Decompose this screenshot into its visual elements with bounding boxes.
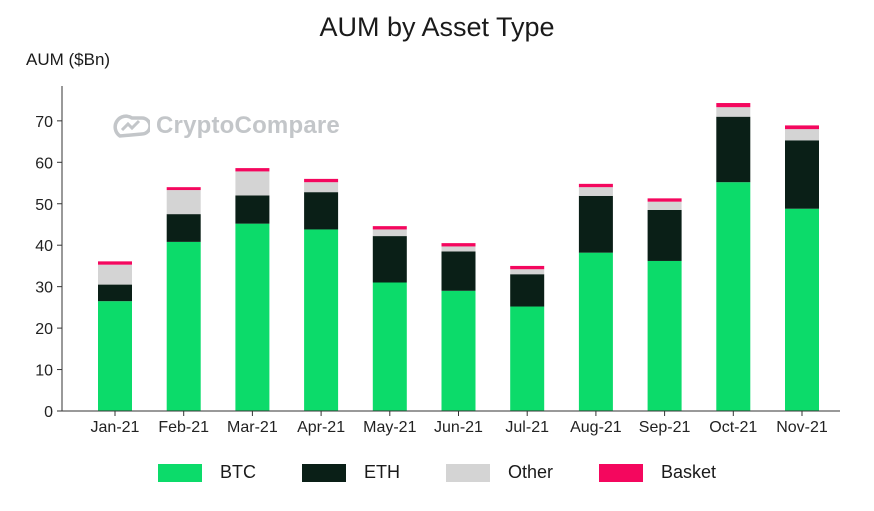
legend-swatch (445, 463, 490, 482)
bar-btc-jan-21 (98, 301, 132, 411)
bar-basket-aug-21 (578, 183, 613, 188)
y-tick-label: 30 (35, 280, 53, 297)
bar-eth-nov-21 (785, 140, 819, 209)
bar-btc-may-21 (372, 282, 407, 411)
legend-label: ETH (363, 462, 400, 482)
x-tick-label: Jan-21 (91, 419, 140, 436)
bar-basket-jul-21 (510, 265, 545, 270)
y-tick-label: 70 (35, 114, 53, 131)
bar-eth-may-21 (372, 236, 407, 283)
bar-basket-apr-21 (304, 178, 339, 183)
x-tick-label: Jun-21 (434, 419, 483, 436)
chart-title: AUM by Asset Type (319, 12, 555, 42)
chart-plot: 0 10 20 30 40 50 60 70 Jan-21 Feb-21 Mar-21 Apr-21 M… (35, 86, 840, 436)
y-axis-label: AUM ($Bn) (26, 50, 111, 69)
legend-item-other: Other (445, 462, 553, 483)
bar-basket-oct-21 (716, 103, 751, 108)
x-tick-label: Feb-21 (158, 419, 209, 436)
x-tick-label: Sep-21 (639, 419, 691, 436)
bar-eth-jun-21 (441, 251, 476, 291)
bar-other-oct-21 (716, 107, 751, 117)
bar-btc-jul-21 (510, 306, 545, 411)
bar-eth-mar-21 (235, 195, 270, 224)
y-tick-label: 0 (44, 404, 53, 421)
y-tick-label: 20 (35, 321, 53, 338)
bar-btc-jun-21 (441, 290, 476, 411)
bar-other-jan-21 (98, 264, 132, 285)
bar-other-feb-21 (166, 190, 201, 215)
bar-other-apr-21 (304, 182, 339, 193)
bar-basket-nov-21 (785, 125, 819, 130)
bar-btc-aug-21 (578, 252, 613, 411)
legend-swatch (157, 463, 202, 482)
legend-label: Basket (661, 462, 717, 482)
watermark: CryptoCompare (112, 112, 340, 140)
bar-basket-jun-21 (441, 243, 476, 247)
y-tick-label: 10 (35, 363, 53, 380)
bar-basket-sep-21 (647, 198, 682, 202)
x-tick-label: May-21 (363, 419, 416, 436)
watermark-text: CryptoCompare (156, 112, 340, 139)
legend-swatch (301, 463, 346, 482)
bar-btc-mar-21 (235, 223, 270, 411)
bar-eth-aug-21 (578, 195, 613, 253)
bar-basket-feb-21 (166, 187, 201, 191)
bar-btc-apr-21 (304, 229, 339, 411)
x-tick-label: Jul-21 (505, 419, 549, 436)
bar-btc-feb-21 (166, 241, 201, 411)
bar-eth-oct-21 (716, 116, 751, 183)
y-tick-label: 50 (35, 197, 53, 214)
x-tick-label: Apr-21 (297, 419, 345, 436)
bar-eth-apr-21 (304, 192, 339, 230)
bar-btc-sep-21 (647, 260, 682, 411)
bar-other-aug-21 (578, 187, 613, 196)
bar-eth-jan-21 (98, 284, 132, 302)
bar-eth-jul-21 (510, 274, 545, 307)
x-tick-label: Mar-21 (227, 419, 278, 436)
legend-item-btc: BTC (157, 462, 256, 483)
x-tick-label: Nov-21 (776, 419, 828, 436)
bar-eth-feb-21 (166, 214, 201, 242)
x-tick-label: Oct-21 (709, 419, 757, 436)
bar-other-nov-21 (785, 129, 819, 141)
bar-basket-mar-21 (235, 168, 270, 172)
legend: BTC ETH Other Basket (0, 462, 874, 483)
legend-label: BTC (219, 462, 256, 482)
legend-label: Other (507, 462, 553, 482)
bar-btc-nov-21 (785, 208, 819, 411)
legend-swatch (599, 463, 643, 482)
bar-other-jul-21 (510, 269, 545, 275)
cryptocompare-logo-icon (113, 114, 150, 138)
legend-item-eth: ETH (301, 462, 400, 483)
bar-eth-sep-21 (647, 209, 682, 261)
legend-item-basket: Basket (599, 462, 716, 483)
bar-btc-oct-21 (716, 182, 751, 411)
bar-basket-jan-21 (98, 261, 132, 265)
bar-other-jun-21 (441, 246, 476, 252)
bar-other-sep-21 (647, 201, 682, 210)
y-tick-label: 60 (35, 155, 53, 172)
bar-basket-may-21 (372, 226, 407, 230)
bar-other-mar-21 (235, 171, 270, 196)
y-tick-label: 40 (35, 238, 53, 255)
x-tick-label: Aug-21 (570, 419, 622, 436)
bar-other-may-21 (372, 229, 407, 237)
